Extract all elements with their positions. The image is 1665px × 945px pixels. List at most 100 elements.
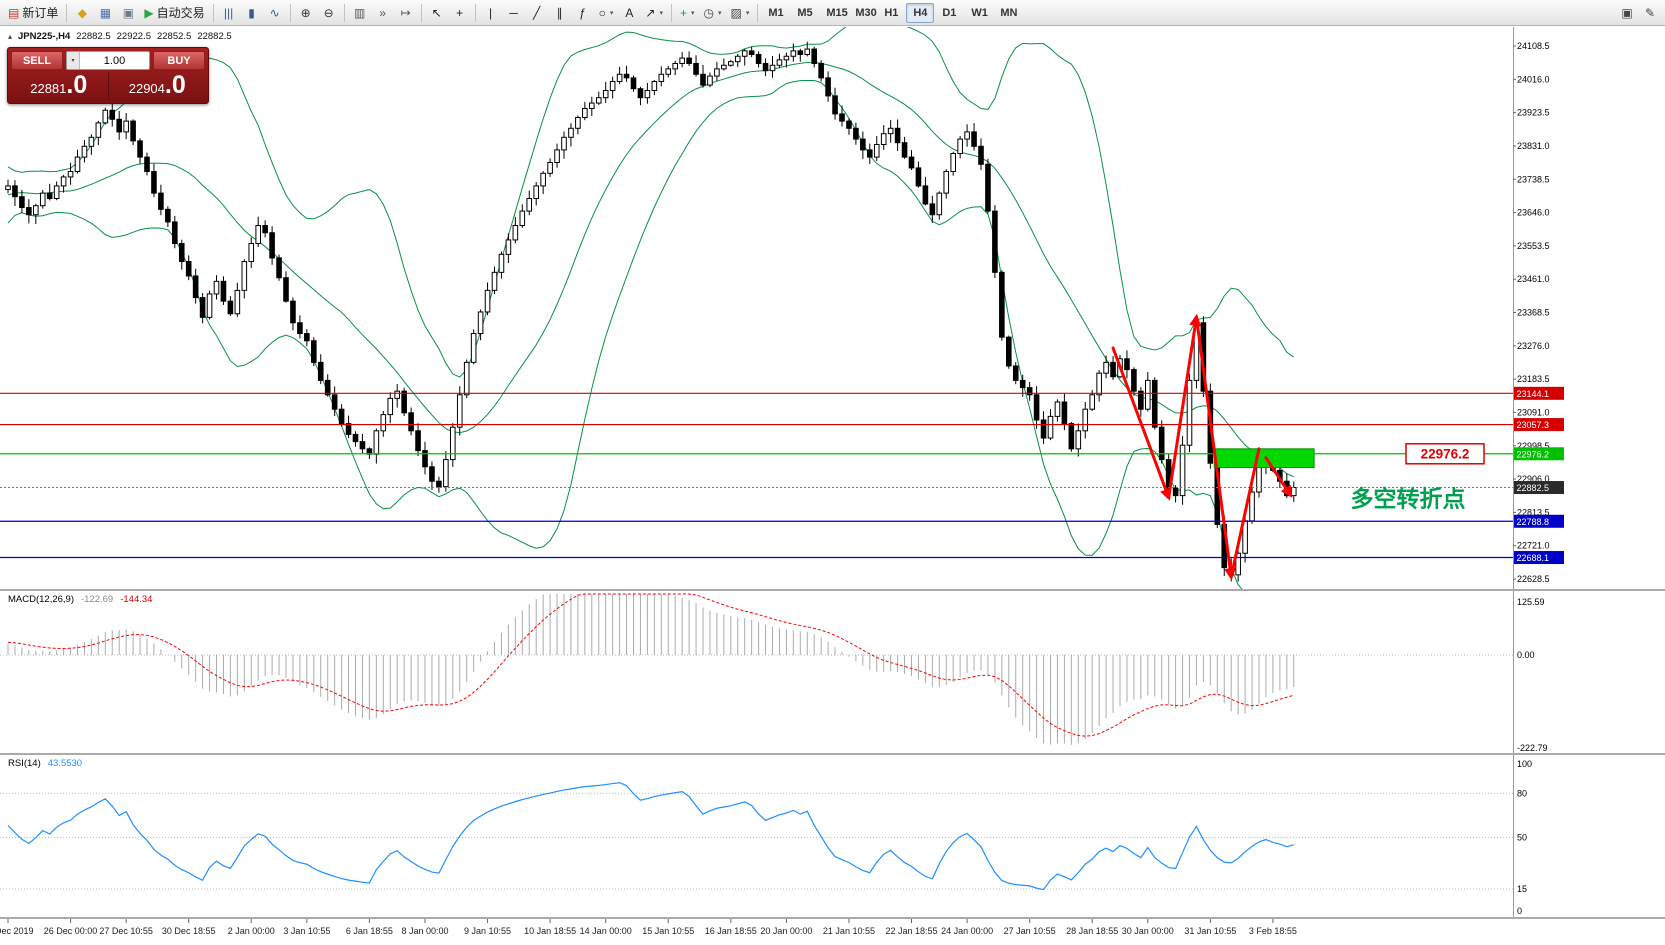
trendline-button[interactable]: ╱ bbox=[526, 2, 548, 24]
candle-chart-button[interactable]: ▮ bbox=[241, 2, 263, 24]
buy-button[interactable]: BUY bbox=[153, 51, 205, 70]
volume-stepper: ▾ bbox=[66, 51, 150, 70]
svg-text:23368.5: 23368.5 bbox=[1517, 308, 1550, 318]
equidistant-channel-button[interactable]: ∥ bbox=[549, 2, 571, 24]
indicators-icon: + bbox=[679, 5, 687, 20]
timeframe-m1-button[interactable]: M1 bbox=[761, 3, 789, 23]
timeframe-m5-button[interactable]: M5 bbox=[790, 3, 818, 23]
svg-text:23091.0: 23091.0 bbox=[1517, 407, 1550, 417]
svg-text:24108.5: 24108.5 bbox=[1517, 41, 1550, 51]
svg-text:16 Jan 18:55: 16 Jan 18:55 bbox=[705, 926, 757, 936]
timeframe-w1-button[interactable]: W1 bbox=[964, 3, 992, 23]
cursor-button[interactable]: ↖ bbox=[426, 2, 448, 24]
text-label-button[interactable]: A bbox=[618, 2, 640, 24]
svg-text:31 Jan 10:55: 31 Jan 10:55 bbox=[1184, 926, 1236, 936]
svg-text:27 Dec 10:55: 27 Dec 10:55 bbox=[99, 926, 153, 936]
autotrade-label: 自动交易 bbox=[156, 6, 205, 20]
autotrade-button[interactable]: ▶ 自动交易 bbox=[140, 2, 208, 24]
arrows-button[interactable]: ↗ ▾ bbox=[641, 2, 667, 24]
toolbar-right-buttons: ▣ ✎ bbox=[1616, 2, 1661, 24]
data-window-icon: ▦ bbox=[99, 5, 112, 20]
dropdown-arrow-icon: ▾ bbox=[659, 9, 663, 17]
main-chart-panel[interactable]: 22976.2 多空转折点 bbox=[0, 27, 1513, 596]
svg-text:23276.0: 23276.0 bbox=[1517, 341, 1550, 351]
indicators-button[interactable]: + ▾ bbox=[676, 2, 699, 24]
chart-shift-icon: ↦ bbox=[400, 5, 411, 20]
templates-button[interactable]: ▨ ▾ bbox=[726, 2, 753, 24]
dropdown-arrow-icon: ▾ bbox=[717, 9, 722, 17]
sell-button[interactable]: SELL bbox=[11, 51, 63, 70]
toolbar-main-buttons: ▤ 新订单 ◆ ▦ ▣ ▶ 自动交易 ||| ▮ ∿ ⊕ ⊖ ▥» ↦ ↖ + | ─ ╱ ∥ ƒ ○ ▾ A ↗ ▾ + ▾ ◷ ▾ ▨ ▾ bbox=[4, 2, 761, 24]
svg-text:2 Jan 00:00: 2 Jan 00:00 bbox=[228, 926, 275, 936]
new-order-button[interactable]: ▤ 新订单 bbox=[4, 2, 62, 24]
chart-canvas[interactable]: 22976.2 多空转折点 24108.5 24016.0 23923.5 23831.0… bbox=[0, 27, 1665, 945]
zigzag-annotation[interactable] bbox=[1111, 313, 1293, 581]
volume-dropdown-arrow-icon[interactable]: ▾ bbox=[67, 52, 80, 69]
panel-separator[interactable] bbox=[0, 917, 1665, 919]
horizontal-lines[interactable] bbox=[0, 392, 1513, 559]
timeframe-h4-button[interactable]: H4 bbox=[906, 2, 935, 23]
supply-zone-rect[interactable] bbox=[1213, 448, 1315, 469]
chart-window: 22976.2 多空转折点 24108.5 24016.0 23923.5 23831.0… bbox=[0, 27, 1665, 945]
new-chart-button[interactable]: ▣ bbox=[1616, 2, 1638, 24]
price-callout[interactable]: 22976.2 bbox=[1405, 443, 1485, 465]
svg-text:22 Jan 18:55: 22 Jan 18:55 bbox=[885, 926, 937, 936]
zoom-in-button[interactable]: ⊕ bbox=[295, 2, 317, 24]
zoom-in-icon: ⊕ bbox=[300, 5, 311, 20]
svg-text:50: 50 bbox=[1517, 833, 1527, 843]
sell-price[interactable]: 22881.0 bbox=[11, 72, 107, 100]
dropdown-arrow-icon: ▾ bbox=[690, 9, 695, 17]
horizontal-line-button[interactable]: ─ bbox=[503, 2, 525, 24]
svg-text:100: 100 bbox=[1517, 759, 1532, 769]
chart-shift-button[interactable]: ↦ bbox=[395, 2, 417, 24]
shapes-icon: ○ bbox=[598, 5, 606, 20]
svg-text:9 Jan 10:55: 9 Jan 10:55 bbox=[464, 926, 511, 936]
svg-text:30 Dec 18:55: 30 Dec 18:55 bbox=[162, 926, 216, 936]
panel-separator[interactable] bbox=[0, 589, 1665, 591]
svg-text:22998.5: 22998.5 bbox=[1517, 441, 1550, 451]
bar-chart-button[interactable]: ||| bbox=[218, 2, 240, 24]
market-watch-button[interactable]: ◆ bbox=[71, 2, 93, 24]
volume-input[interactable] bbox=[80, 53, 149, 68]
fibonacci-icon: ƒ bbox=[579, 5, 586, 20]
macd-histogram bbox=[7, 594, 1295, 745]
zoom-out-button[interactable]: ⊖ bbox=[318, 2, 340, 24]
periods-button[interactable]: ◷ ▾ bbox=[699, 2, 725, 24]
bar-chart-icon: ||| bbox=[223, 5, 234, 20]
shapes-button[interactable]: ○ ▾ bbox=[595, 2, 618, 24]
sell-price-big: .0 bbox=[66, 71, 88, 99]
dropdown-arrow-icon: ▾ bbox=[745, 9, 750, 17]
timeframe-m15-button[interactable]: M15 bbox=[819, 3, 847, 23]
pencil-edit-button[interactable]: ✎ bbox=[1639, 2, 1661, 24]
timeframe-d1-button[interactable]: D1 bbox=[935, 3, 963, 23]
svg-text:-222.79: -222.79 bbox=[1517, 743, 1548, 753]
crosshair-button[interactable]: + bbox=[449, 2, 471, 24]
rsi-panel bbox=[0, 782, 1513, 891]
vertical-line-button[interactable]: | bbox=[480, 2, 502, 24]
data-window-button[interactable]: ▦ bbox=[94, 2, 116, 24]
timeframe-m30-button[interactable]: M30 bbox=[848, 3, 876, 23]
timeframe-toolbar: M1 M5 M15 M30 H1 H4 D1 W1 MN bbox=[761, 2, 1021, 23]
svg-text:80: 80 bbox=[1517, 788, 1527, 798]
svg-text:10 Jan 18:55: 10 Jan 18:55 bbox=[524, 926, 576, 936]
rsi-line bbox=[7, 782, 1294, 891]
svg-text:22788.8: 22788.8 bbox=[1517, 517, 1550, 527]
line-chart-button[interactable]: ∿ bbox=[264, 2, 286, 24]
line-chart-icon: ∿ bbox=[269, 5, 280, 20]
price-scale[interactable]: 24108.5 24016.0 23923.5 23831.0 23738.5 23646… bbox=[1513, 27, 1564, 917]
toolbar-separator bbox=[212, 3, 214, 22]
svg-text:22976.2: 22976.2 bbox=[1517, 449, 1550, 459]
tile-windows-button[interactable]: ▥ bbox=[349, 2, 371, 24]
terminal-button[interactable]: ▣ bbox=[117, 2, 139, 24]
auto-scroll-button[interactable]: » bbox=[372, 2, 394, 24]
text-label-icon: A bbox=[625, 5, 634, 20]
panel-separator[interactable] bbox=[0, 753, 1665, 755]
svg-text:23144.1: 23144.1 bbox=[1517, 389, 1550, 399]
fibonacci-button[interactable]: ƒ bbox=[572, 2, 594, 24]
bollinger-bands bbox=[7, 27, 1295, 589]
svg-text:6 Jan 18:55: 6 Jan 18:55 bbox=[346, 926, 393, 936]
timeframe-mn-button[interactable]: MN bbox=[993, 3, 1021, 23]
timeframe-h1-button[interactable]: H1 bbox=[877, 3, 905, 23]
buy-price[interactable]: 22904.0 bbox=[110, 72, 206, 100]
